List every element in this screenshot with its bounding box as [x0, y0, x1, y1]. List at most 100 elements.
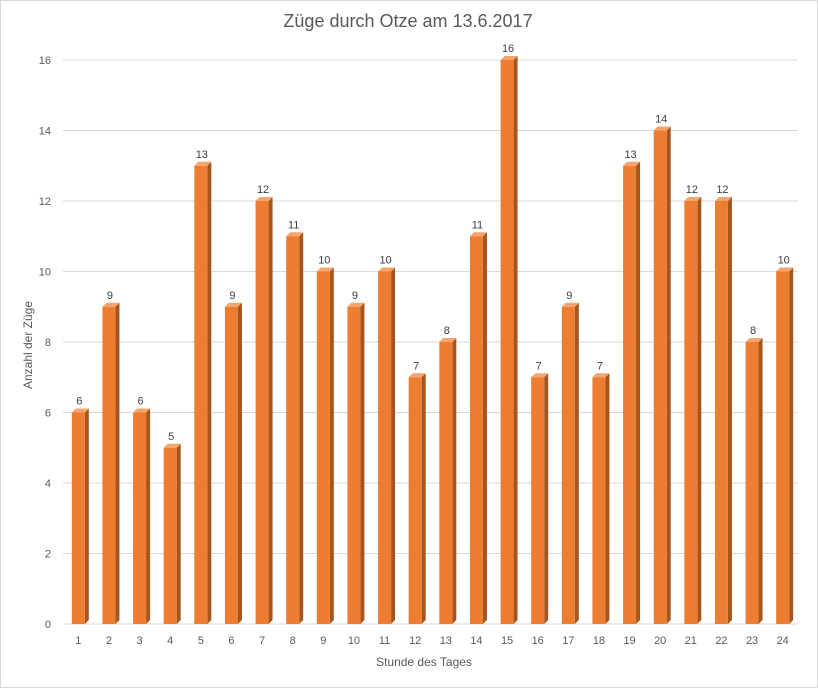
bar-side: [115, 302, 120, 624]
bar-side: [207, 161, 212, 624]
x-tick-label: 21: [685, 635, 697, 647]
bar: 7: [531, 360, 549, 624]
bar: 8: [745, 325, 763, 624]
data-label: 13: [196, 149, 208, 161]
bar-side: [513, 56, 518, 624]
bar-side: [574, 302, 579, 624]
bar: 12: [255, 184, 273, 624]
bar-top: [623, 161, 641, 166]
bar-front: [714, 201, 728, 624]
bar: 10: [378, 255, 396, 624]
bar-side: [268, 197, 273, 624]
bar-side: [636, 161, 641, 624]
bar-side: [727, 197, 732, 624]
bar-top: [592, 373, 610, 378]
x-tick-label: 17: [562, 635, 574, 647]
x-tick-label: 19: [623, 635, 635, 647]
bar-top: [439, 338, 457, 342]
x-tick-label: 14: [470, 635, 482, 647]
data-label: 7: [413, 360, 419, 372]
y-tick-label: 0: [45, 619, 51, 631]
y-tick-label: 14: [39, 126, 51, 138]
bar-front: [776, 271, 790, 624]
x-tick-label: 22: [715, 635, 727, 647]
bar: 7: [592, 360, 610, 624]
y-tick-label: 12: [39, 196, 51, 208]
bar-side: [329, 267, 334, 624]
data-label: 7: [597, 360, 603, 372]
bar: 9: [561, 290, 579, 624]
data-label: 10: [379, 255, 391, 267]
bar-side: [421, 373, 426, 624]
x-tick-label: 2: [106, 635, 112, 647]
bar-top: [163, 443, 181, 448]
bar: 12: [714, 184, 732, 624]
bar: 11: [286, 219, 304, 624]
y-tick-label: 6: [45, 408, 51, 420]
data-label: 9: [229, 290, 235, 302]
chart-title: Züge durch Otze am 13.6.2017: [283, 11, 532, 31]
data-label: 8: [444, 325, 450, 337]
y-tick-label: 2: [45, 549, 51, 561]
bar-top: [776, 267, 794, 272]
gridlines: [63, 59, 798, 625]
bar: 7: [408, 360, 426, 624]
data-label: 11: [472, 219, 483, 231]
bar-front: [163, 447, 177, 624]
bar-side: [299, 232, 304, 624]
bar-front: [653, 130, 667, 624]
x-tick-label: 8: [290, 635, 296, 647]
data-label: 7: [536, 360, 542, 372]
data-label: 9: [107, 290, 113, 302]
bar-top: [469, 232, 487, 237]
bar-front: [561, 306, 575, 624]
data-label: 11: [288, 219, 299, 231]
data-label: 9: [352, 290, 358, 302]
bar-side: [84, 408, 89, 624]
bar-top: [224, 302, 242, 307]
data-label: 8: [750, 325, 756, 337]
bar: 12: [684, 184, 702, 624]
data-label: 6: [76, 396, 82, 408]
bar-side: [697, 197, 702, 624]
bar-front: [745, 342, 759, 624]
bar-top: [316, 267, 334, 272]
data-label: 9: [566, 290, 572, 302]
bar-top: [745, 338, 763, 342]
bar-front: [255, 201, 269, 624]
x-tick-label: 5: [198, 635, 204, 647]
bar: 16: [500, 43, 518, 624]
bar-top: [531, 373, 549, 378]
bar-side: [452, 338, 457, 624]
data-label: 16: [502, 43, 514, 55]
bar-side: [146, 408, 151, 624]
x-tick-label: 20: [654, 635, 666, 647]
bar: 13: [623, 149, 641, 624]
y-tick-label: 16: [39, 55, 51, 67]
x-tick-label: 9: [320, 635, 326, 647]
bar: 8: [439, 325, 457, 624]
data-label: 6: [138, 396, 144, 408]
y-tick-label: 8: [45, 337, 51, 349]
bar-front: [500, 60, 514, 624]
bar-front: [531, 377, 545, 624]
bar-front: [194, 165, 208, 624]
bar-top: [255, 197, 273, 201]
bar-top: [684, 197, 702, 201]
bar-side: [482, 232, 487, 624]
data-label: 10: [778, 255, 790, 267]
bar: 9: [102, 290, 120, 624]
bar-top: [347, 302, 365, 307]
x-tick-label: 18: [593, 635, 605, 647]
bar-side: [360, 302, 365, 624]
bar-front: [71, 412, 85, 624]
bar-front: [623, 165, 637, 624]
x-tick-label: 3: [137, 635, 143, 647]
bar-front: [378, 271, 392, 624]
bar-side: [391, 267, 396, 624]
bar-top: [714, 197, 732, 201]
bar: 10: [316, 255, 334, 624]
bar-front: [347, 306, 361, 624]
bar-side: [237, 302, 242, 624]
data-label: 14: [655, 114, 667, 126]
